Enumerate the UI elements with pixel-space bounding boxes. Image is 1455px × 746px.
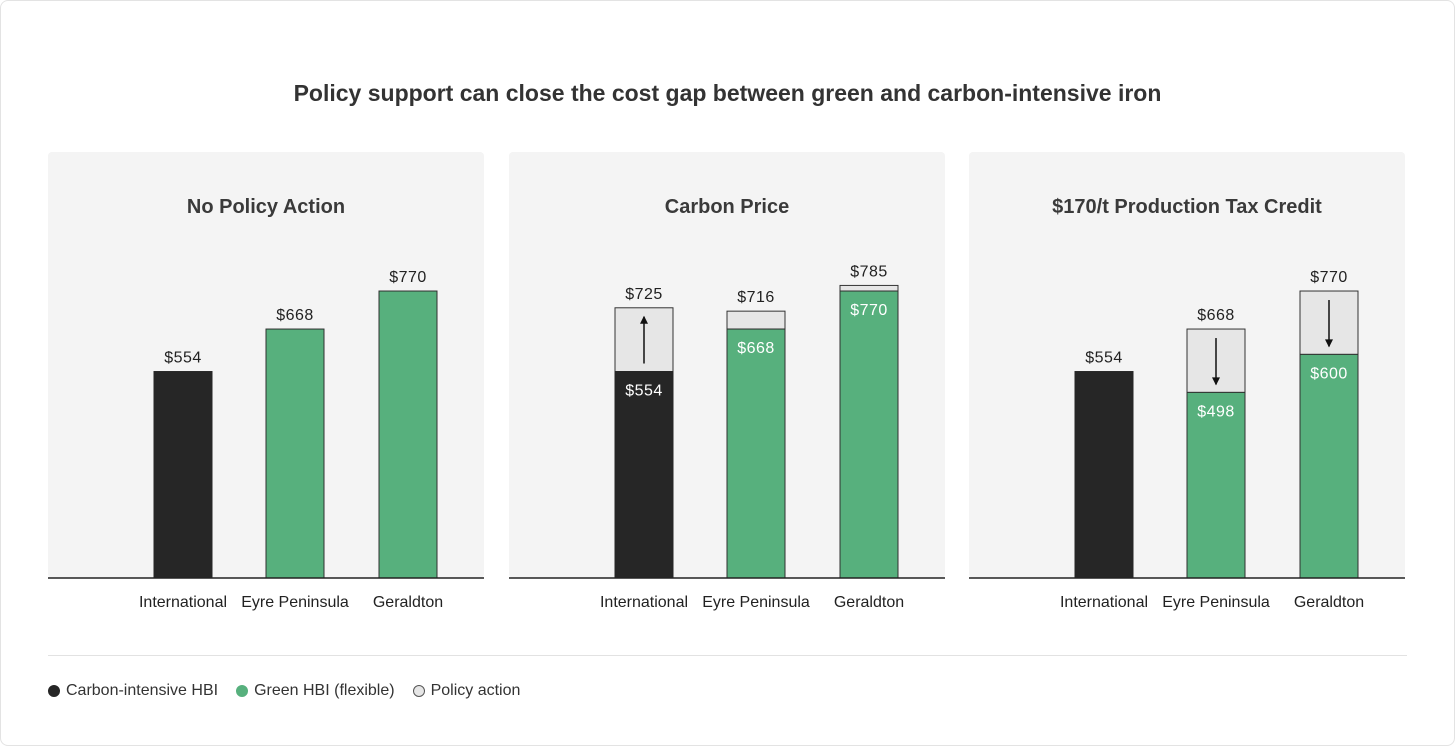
- top-value-label: $725: [625, 286, 663, 303]
- top-value-label: $668: [1197, 307, 1235, 324]
- panel-title: Carbon Price: [664, 196, 790, 218]
- category-tick-label: International: [600, 594, 688, 611]
- legend-item-carbon-intensive: Carbon-intensive HBI: [48, 682, 218, 700]
- top-value-label: $785: [850, 263, 888, 280]
- category-tick-label: International: [1060, 594, 1148, 611]
- panel-title: No Policy Action: [186, 196, 346, 218]
- top-value-label: $716: [737, 289, 775, 306]
- category-tick-label: Eyre Peninsula: [241, 594, 349, 611]
- legend-item-green: Green HBI (flexible): [236, 682, 395, 700]
- panel-title: $170/t Production Tax Credit: [1052, 196, 1322, 218]
- green-hbi-bar: [1186, 391, 1246, 579]
- legend-label: Carbon-intensive HBI: [66, 682, 219, 699]
- category-tick-label: Geraldton: [1294, 594, 1364, 611]
- top-value-label: $770: [1310, 269, 1348, 286]
- carbon-intensive-bar: [614, 371, 674, 579]
- legend-label: Green HBI (flexible): [254, 682, 395, 699]
- policy-action-segment: [839, 284, 899, 292]
- green-hbi-bar: [839, 290, 899, 579]
- base-value-label: $668: [737, 340, 775, 357]
- carbon-intensive-swatch-icon: [48, 685, 60, 697]
- chart-title: Policy support can close the cost gap be…: [293, 80, 1162, 106]
- bar-charts: $554 International $668 Eyre Peninsula $770 G…: [48, 263, 1405, 611]
- legend-item-policy-action: Policy action: [412, 682, 521, 700]
- category-tick-label: Eyre Peninsula: [1162, 594, 1270, 611]
- arrow-head-icon: [1325, 339, 1333, 348]
- base-value-label: $498: [1197, 403, 1235, 420]
- policy-action-swatch-icon: [412, 685, 425, 697]
- green-hbi-bar: [378, 290, 438, 579]
- category-tick-label: Geraldton: [373, 594, 443, 611]
- green-hbi-swatch-icon: [236, 685, 249, 697]
- category-tick-label: Eyre Peninsula: [702, 594, 810, 611]
- policy-action-segment: [726, 310, 786, 330]
- top-value-label: $554: [1085, 350, 1123, 367]
- carbon-intensive-bar: [153, 371, 213, 579]
- base-value-label: $600: [1310, 365, 1348, 382]
- arrow-head-icon: [640, 315, 648, 324]
- legend: Carbon-intensive HBI Green HBI (flexible…: [48, 655, 1407, 699]
- carbon-intensive-bar: [1074, 371, 1134, 579]
- base-value-label: $770: [850, 302, 888, 319]
- green-hbi-bar: [1299, 353, 1359, 579]
- arrow-head-icon: [1212, 377, 1220, 386]
- base-value-label: $554: [625, 383, 663, 400]
- top-value-label: $554: [164, 350, 202, 367]
- category-tick-label: International: [139, 594, 227, 611]
- green-hbi-bar: [265, 328, 325, 579]
- top-value-label: $770: [389, 269, 427, 286]
- top-value-label: $668: [276, 307, 314, 324]
- green-hbi-bar: [726, 328, 786, 579]
- legend-label: Policy action: [430, 682, 521, 699]
- category-tick-label: Geraldton: [834, 594, 904, 611]
